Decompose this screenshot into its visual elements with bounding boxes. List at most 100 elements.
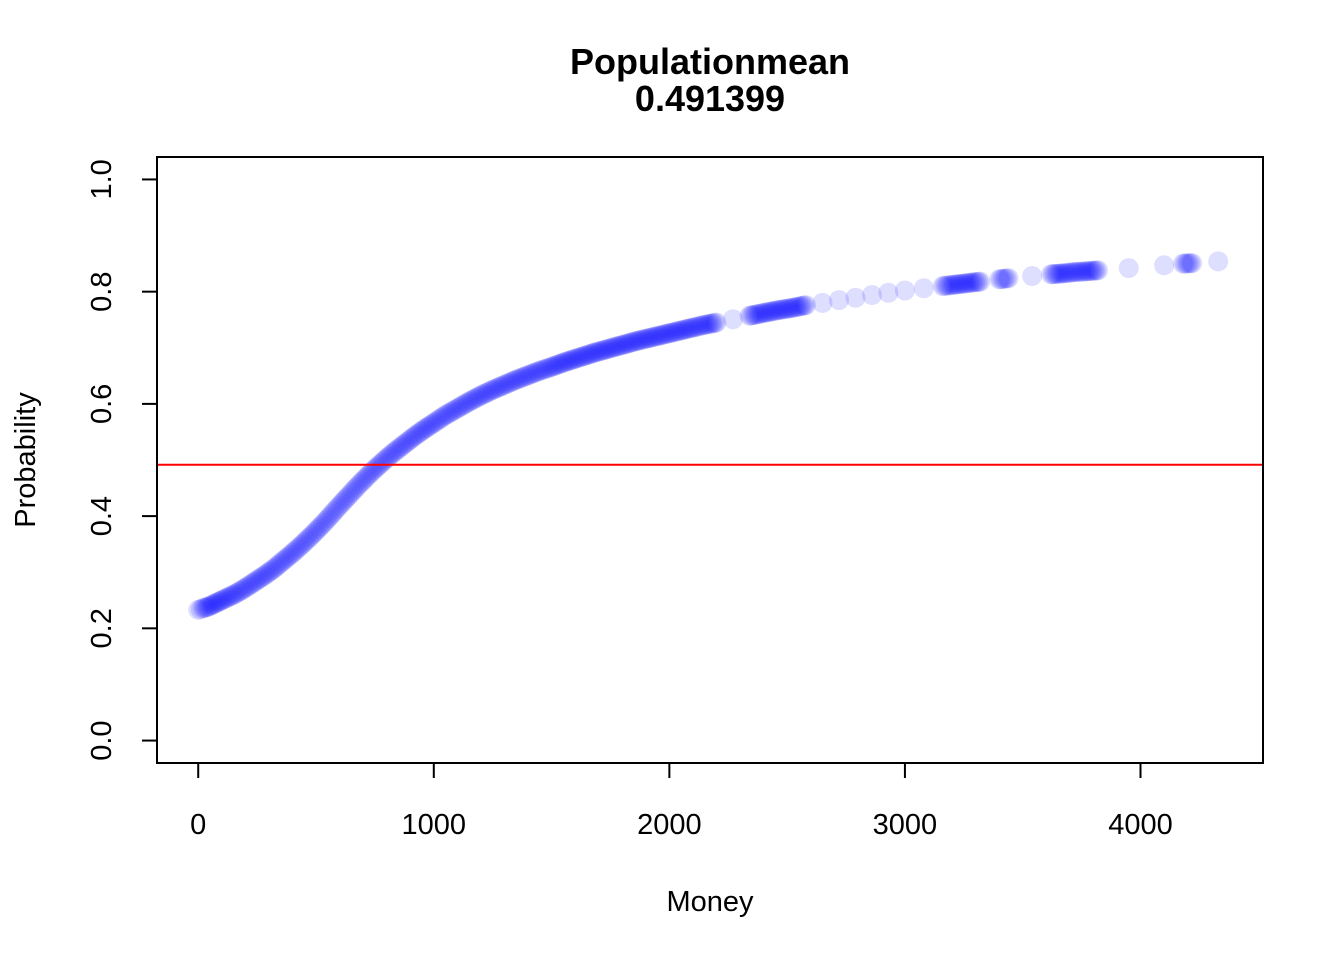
data-point <box>1057 262 1077 283</box>
data-point <box>437 404 458 424</box>
data-point <box>220 586 241 607</box>
data-point <box>608 336 629 356</box>
data-point <box>543 356 564 377</box>
data-point <box>208 591 229 612</box>
data-point <box>568 347 589 368</box>
data-point <box>1070 261 1091 282</box>
data-point <box>252 566 273 587</box>
data-point <box>476 382 497 403</box>
data-point <box>701 313 722 334</box>
data-point <box>461 390 482 411</box>
data-point <box>465 388 485 409</box>
data-point <box>690 315 711 336</box>
data-point <box>1118 258 1139 279</box>
data-point <box>267 555 288 576</box>
data-point <box>748 304 769 324</box>
data-point <box>781 297 802 318</box>
data-point <box>197 597 218 617</box>
data-point <box>956 273 977 294</box>
data-point <box>478 381 499 402</box>
data-point <box>750 303 771 324</box>
data-point <box>651 325 672 346</box>
data-point <box>196 597 217 618</box>
data-point <box>622 332 643 352</box>
data-point <box>305 521 326 542</box>
data-point <box>553 352 574 373</box>
data-point <box>539 357 560 378</box>
data-point <box>1208 251 1229 272</box>
data-point <box>548 354 569 375</box>
y-tick-label: 0.8 <box>86 272 118 312</box>
data-point <box>537 358 558 379</box>
data-point <box>645 326 666 347</box>
data-point <box>486 378 507 399</box>
data-point <box>299 527 320 548</box>
data-point <box>739 305 760 326</box>
data-point <box>780 298 801 319</box>
data-point <box>829 290 849 311</box>
data-point <box>794 295 815 316</box>
data-point <box>258 562 278 583</box>
data-point <box>337 487 358 508</box>
data-point <box>525 362 546 383</box>
y-tick-label: 0.2 <box>86 608 118 648</box>
data-point <box>496 374 517 394</box>
data-point <box>271 552 292 573</box>
data-point <box>276 547 297 568</box>
y-axis: 0.0 0.2 0.4 0.6 0.8 1.0 <box>86 159 158 761</box>
data-point <box>603 337 624 358</box>
data-point <box>248 569 269 590</box>
data-point <box>1066 261 1087 282</box>
data-point <box>1046 263 1067 284</box>
data-point <box>562 349 583 370</box>
data-point <box>629 330 650 351</box>
data-point <box>949 274 970 295</box>
data-point <box>617 333 638 354</box>
data-point <box>244 571 265 592</box>
data-point <box>516 366 537 386</box>
data-point <box>508 369 529 389</box>
data-point <box>758 301 779 322</box>
data-point <box>457 392 478 413</box>
data-point <box>352 471 373 492</box>
data-point <box>596 339 617 360</box>
data-point <box>404 425 425 446</box>
x-tick-label: 3000 <box>873 809 938 841</box>
data-point <box>463 389 484 410</box>
data-point <box>1062 262 1083 283</box>
data-point <box>290 536 310 557</box>
data-point <box>1049 263 1070 284</box>
data-point <box>342 481 363 502</box>
data-point <box>322 504 342 524</box>
data-point <box>1058 262 1079 283</box>
data-point <box>439 402 460 423</box>
data-point <box>965 272 985 293</box>
data-point <box>677 318 698 339</box>
data-point <box>470 385 491 406</box>
data-point <box>1178 253 1199 274</box>
data-point <box>578 344 599 365</box>
data-point <box>989 269 1010 290</box>
data-point <box>412 420 433 441</box>
data-point <box>601 337 622 358</box>
data-point <box>320 506 341 527</box>
data-point <box>1176 253 1197 274</box>
data-point <box>301 525 322 546</box>
data-point <box>218 586 239 607</box>
data-point <box>261 560 282 581</box>
data-point <box>940 275 961 296</box>
data-point <box>386 440 407 461</box>
data-point <box>661 322 682 343</box>
data-point <box>203 594 224 614</box>
data-point <box>502 371 523 392</box>
data-point <box>389 437 410 458</box>
data-point <box>361 462 382 483</box>
data-point <box>559 350 580 371</box>
data-point <box>1174 253 1195 274</box>
data-point <box>274 549 295 570</box>
y-tick-label: 0.4 <box>86 496 118 536</box>
data-point <box>401 428 422 449</box>
data-point <box>333 491 354 512</box>
data-point <box>773 299 793 320</box>
data-point <box>288 538 309 559</box>
